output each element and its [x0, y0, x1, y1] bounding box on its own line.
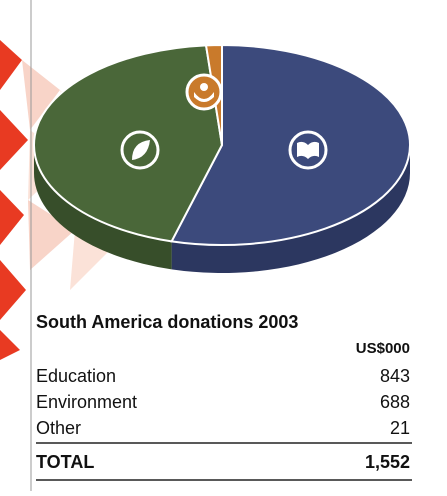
row-value: 843	[380, 366, 410, 386]
total-value: 1,552	[365, 452, 410, 472]
value-header: US$000	[356, 340, 410, 357]
row-value: 21	[390, 418, 410, 438]
pie-side	[171, 145, 410, 273]
total-label: TOTAL	[36, 452, 94, 472]
pie	[33, 43, 411, 273]
row-value: 688	[380, 392, 410, 412]
row-label: Education	[36, 366, 116, 386]
row-label: Other	[36, 418, 81, 438]
table-title: South America donations 2003	[36, 312, 298, 332]
pie-slice	[33, 44, 224, 243]
table: Education 843 Environment 688 Other 21	[36, 366, 410, 438]
icons	[120, 73, 328, 170]
row-label: Environment	[36, 392, 137, 412]
pie-side	[34, 145, 172, 270]
